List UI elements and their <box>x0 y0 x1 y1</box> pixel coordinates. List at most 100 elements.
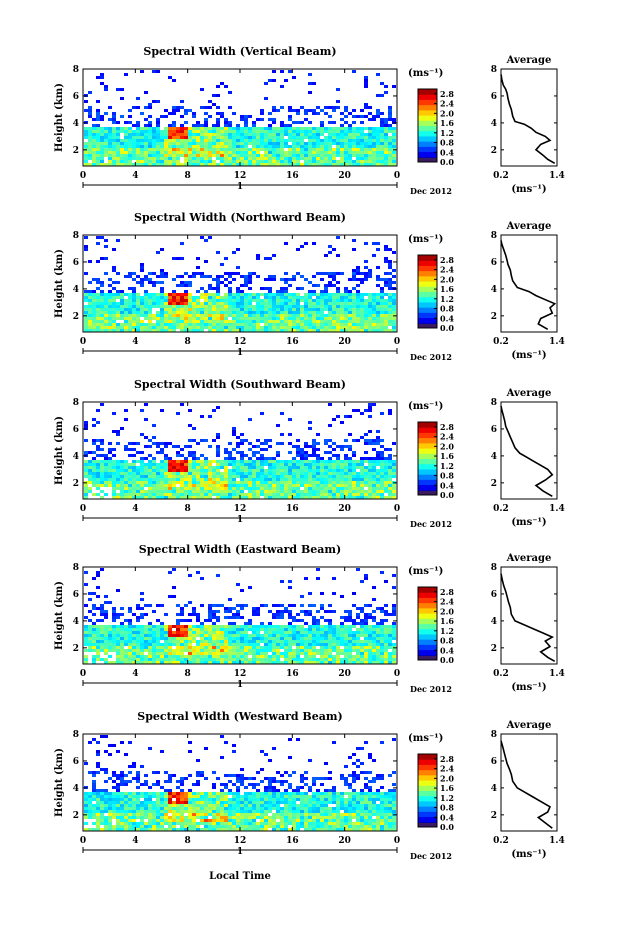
day-label: 1 <box>237 680 243 690</box>
panel-title: Spectral Width (Southward Beam) <box>134 378 346 391</box>
profile-y-tick-label: 4 <box>491 452 497 462</box>
colorbar-swatch <box>418 618 437 624</box>
x-tick-label: 16 <box>286 171 299 181</box>
colorbar-swatch <box>418 785 437 791</box>
colorbar-swatch <box>418 296 437 303</box>
date-label: Dec 2012 <box>410 851 452 861</box>
profile-title: Average <box>506 553 552 564</box>
colorbar-unit: (ms⁻¹) <box>408 401 443 412</box>
colorbar-swatch <box>418 146 437 153</box>
y-tick-label: 2 <box>73 479 79 489</box>
panel-2: Spectral Width (Southward Beam) 2 4 6 8 Heigh… <box>54 378 565 529</box>
heatmap-cells <box>84 735 396 831</box>
colorbar-tick-label: 1.2 <box>440 626 454 636</box>
colorbar-swatch <box>418 780 437 786</box>
profile-frame <box>500 733 558 832</box>
profile-y-tick-label: 6 <box>491 757 497 767</box>
colorbar-swatch <box>418 628 437 635</box>
heatmap-cells <box>84 70 396 166</box>
colorbar-tick-label: 2.4 <box>440 764 454 774</box>
profile-y-tick-label: 6 <box>491 258 497 268</box>
colorbar-swatch <box>418 437 437 444</box>
date-label: Dec 2012 <box>410 519 452 529</box>
colorbar-swatch <box>418 260 437 266</box>
day-label: 1 <box>237 847 243 857</box>
profile-y-tick-label: 8 <box>491 398 497 408</box>
colorbar-swatch <box>418 307 437 313</box>
colorbar-tick-label: 1.2 <box>440 294 454 304</box>
profile-line <box>500 74 556 164</box>
colorbar-tick-label: 2.4 <box>440 597 454 607</box>
y-tick-label: 2 <box>73 312 79 322</box>
colorbar-unit: (ms⁻¹) <box>408 733 443 744</box>
x-tick-label: 8 <box>185 669 191 679</box>
x-tick-label: 16 <box>286 669 299 679</box>
day-label: 1 <box>237 182 243 192</box>
profile-x-tick-label: 1.4 <box>549 337 565 347</box>
x-tick-label: 0 <box>394 836 400 846</box>
x-tick-label: 12 <box>234 504 247 514</box>
colorbar-tick-label: 2.4 <box>440 99 454 109</box>
colorbar-tick-label: 2.8 <box>440 255 454 265</box>
profile-x-tick-label: 1.4 <box>549 504 565 514</box>
x-tick-label: 0 <box>394 171 400 181</box>
profile-y-tick-label: 8 <box>491 563 497 573</box>
y-tick-label: 4 <box>73 617 79 627</box>
panel-title: Spectral Width (Northward Beam) <box>134 211 346 224</box>
colorbar-tick-label: 0.4 <box>440 645 454 655</box>
x-tick-label: 20 <box>338 836 351 846</box>
x-tick-label: 16 <box>286 504 299 514</box>
colorbar-swatch <box>418 774 437 781</box>
colorbar-frame <box>417 88 438 163</box>
colorbar-swatch <box>418 265 437 272</box>
colorbar-tick-label: 0.0 <box>440 323 454 333</box>
colorbar-swatch <box>418 286 437 292</box>
x-tick-label: 4 <box>132 504 138 514</box>
x-tick-label: 20 <box>338 669 351 679</box>
colorbar-swatch <box>418 474 437 480</box>
y-tick-label: 4 <box>73 452 79 462</box>
profile-y-tick-label: 2 <box>491 479 497 489</box>
colorbar-swatch <box>418 442 437 449</box>
panel-4: Spectral Width (Westward Beam) 2 4 6 8 Height… <box>54 710 565 861</box>
colorbar-swatch <box>418 317 437 324</box>
colorbar-swatch <box>418 427 437 433</box>
colorbar-tick-label: 2.0 <box>440 441 454 451</box>
colorbar-swatch <box>418 135 437 142</box>
profile-line <box>500 405 554 497</box>
panel-title: Spectral Width (Vertical Beam) <box>143 45 336 58</box>
colorbar-tick-label: 2.8 <box>440 89 454 99</box>
colorbar-swatch <box>418 613 437 619</box>
profile-x-tick-label: 1.4 <box>549 669 565 679</box>
colorbar-tick-label: 2.0 <box>440 773 454 783</box>
profile-x-tick-label: 0.2 <box>493 836 509 846</box>
colorbar-swatch <box>418 99 437 106</box>
colorbar-swatch <box>418 94 437 100</box>
colorbar-tick-label: 2.4 <box>440 265 454 275</box>
colorbar-unit: (ms⁻¹) <box>408 68 443 79</box>
x-tick-label: 4 <box>132 836 138 846</box>
x-tick-label: 20 <box>338 504 351 514</box>
profile-line <box>500 573 556 662</box>
profile-unit: (ms⁻¹) <box>511 350 546 361</box>
colorbar-unit: (ms⁻¹) <box>408 566 443 577</box>
profile-y-tick-label: 4 <box>491 784 497 794</box>
date-label: Dec 2012 <box>410 684 452 694</box>
profile-y-tick-label: 8 <box>491 65 497 75</box>
colorbar-tick-label: 2.8 <box>440 422 454 432</box>
x-tick-label: 0 <box>80 171 86 181</box>
profile-x-tick-label: 0.2 <box>493 669 509 679</box>
x-tick-label: 16 <box>286 337 299 347</box>
colorbar-swatch <box>418 759 437 765</box>
y-tick-label: 6 <box>73 258 79 268</box>
colorbar-swatch <box>418 109 437 116</box>
x-tick-label: 0 <box>80 504 86 514</box>
colorbar-tick-label: 1.2 <box>440 793 454 803</box>
colorbar-swatch <box>418 800 437 807</box>
x-tick-label: 0 <box>80 337 86 347</box>
colorbar-swatch <box>418 592 437 598</box>
y-tick-label: 8 <box>73 231 79 241</box>
x-tick-label: 0 <box>80 836 86 846</box>
colorbar-swatch <box>418 811 437 818</box>
colorbar-swatch <box>418 448 437 454</box>
